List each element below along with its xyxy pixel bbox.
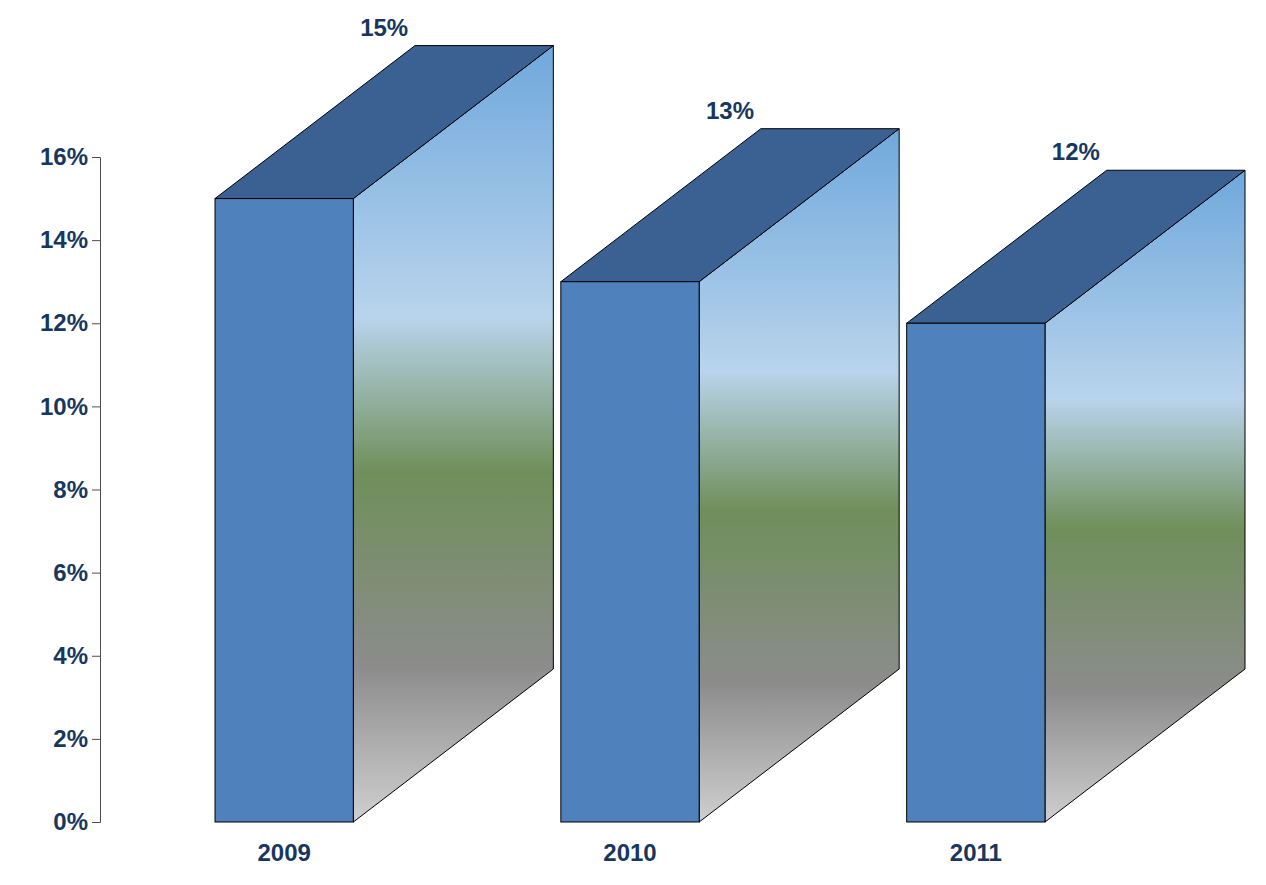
bar bbox=[215, 199, 353, 822]
tick-label: 4% bbox=[53, 642, 88, 669]
bar bbox=[561, 282, 699, 822]
bar-3d bbox=[215, 46, 553, 822]
tick-mark bbox=[92, 240, 100, 241]
x-axis: 2009 2010 2011 bbox=[257, 839, 1001, 866]
tick: 0% bbox=[53, 808, 100, 835]
tick-mark bbox=[92, 157, 100, 158]
bar-top bbox=[907, 170, 1245, 323]
tick: 12% bbox=[40, 309, 100, 336]
bar-3d bbox=[561, 129, 899, 822]
tick-mark bbox=[92, 822, 100, 823]
tick-mark bbox=[92, 656, 100, 657]
axis-line bbox=[92, 158, 101, 823]
tick-mark bbox=[92, 406, 100, 407]
tick-mark bbox=[92, 490, 100, 491]
tick: 14% bbox=[40, 226, 100, 253]
bar bbox=[907, 323, 1045, 822]
tick: 10% bbox=[40, 393, 100, 420]
tick: 4% bbox=[53, 642, 100, 669]
bar-top bbox=[215, 46, 553, 199]
tick: 2010 bbox=[603, 839, 656, 866]
bar-3d bbox=[907, 170, 1245, 822]
tick-mark bbox=[92, 573, 100, 574]
tick: 2011 bbox=[950, 839, 1002, 866]
tick-label: 16% bbox=[40, 143, 88, 170]
tick-label: 0% bbox=[53, 808, 88, 835]
data-label: 13% bbox=[706, 97, 754, 124]
y-axis: 0% 2% 4% 6% 8% 10% 12% 14% 16% bbox=[40, 143, 101, 835]
tick: 8% bbox=[53, 476, 100, 503]
data-label: 12% bbox=[1052, 138, 1100, 165]
tick-label: 2009 bbox=[257, 839, 310, 866]
tick-label: 2% bbox=[53, 725, 88, 752]
tick: 16% bbox=[40, 143, 100, 170]
tick-label: 14% bbox=[40, 226, 88, 253]
data-label: 15% bbox=[360, 14, 408, 41]
tick-label: 8% bbox=[53, 476, 88, 503]
tick-label: 6% bbox=[53, 559, 88, 586]
bars bbox=[215, 46, 1245, 822]
tick-label: 2011 bbox=[950, 839, 1002, 866]
tick-mark bbox=[92, 739, 100, 740]
tick: 2% bbox=[53, 725, 100, 752]
tick-label: 2010 bbox=[603, 839, 656, 866]
tick-label: 12% bbox=[40, 309, 88, 336]
tick-mark bbox=[92, 323, 100, 324]
tick: 2009 bbox=[257, 839, 310, 866]
data-labels: 15% 13% 12% bbox=[360, 14, 1100, 166]
tick-label: 10% bbox=[40, 393, 88, 420]
tick: 6% bbox=[53, 559, 100, 586]
chart: 0%2%4%6%8%10%12%14%16%15%13%12%200920102… bbox=[0, 0, 1266, 885]
bar-top bbox=[561, 129, 899, 282]
